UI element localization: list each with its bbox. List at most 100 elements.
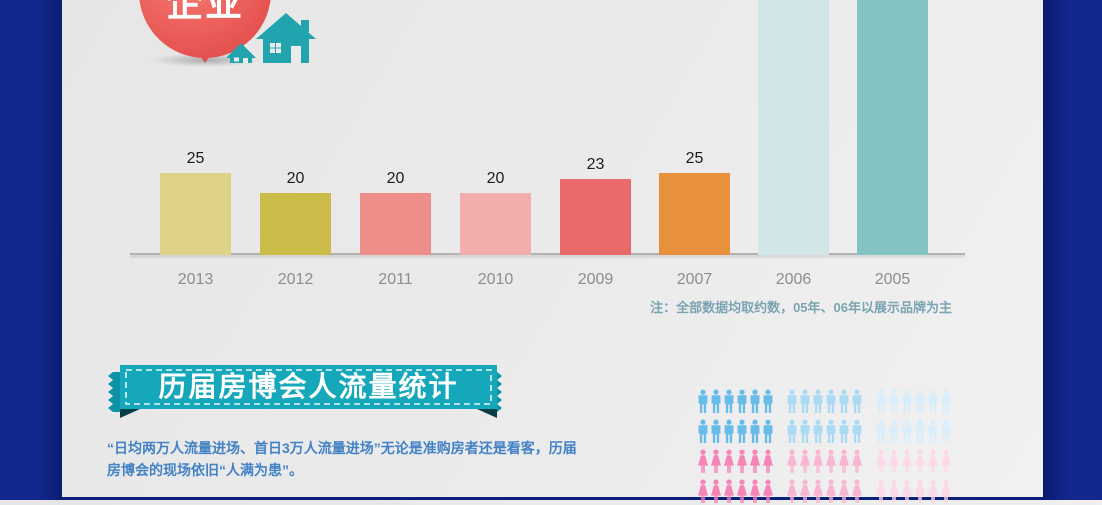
female-icon — [813, 479, 823, 503]
pictogram-group — [875, 388, 952, 415]
section-ribbon — [108, 365, 502, 418]
pictogram-group — [786, 388, 863, 415]
male-icon — [800, 419, 810, 443]
female-icon — [941, 449, 951, 473]
male-icon — [724, 419, 734, 443]
male-icon — [852, 419, 862, 443]
female-icon — [724, 449, 734, 473]
bar-2013 — [160, 173, 231, 255]
male-icon — [698, 389, 708, 413]
female-icon — [750, 449, 760, 473]
pictogram-row — [697, 448, 952, 475]
male-icon — [941, 419, 951, 443]
pictogram-group — [697, 418, 774, 445]
balloon-label: 企业 — [166, 0, 244, 24]
male-icon — [928, 419, 938, 443]
female-icon — [763, 449, 773, 473]
bar-2012 — [260, 193, 331, 255]
male-icon — [737, 419, 747, 443]
left-frame-band — [0, 0, 62, 500]
pictogram-group — [786, 448, 863, 475]
right-frame-band — [1043, 0, 1102, 500]
female-icon — [915, 479, 925, 503]
male-icon — [750, 419, 760, 443]
male-icon — [928, 389, 938, 413]
female-icon — [839, 479, 849, 503]
male-icon — [826, 389, 836, 413]
female-icon — [928, 479, 938, 503]
pictogram-group — [786, 418, 863, 445]
female-icon — [876, 479, 886, 503]
pictogram-group — [786, 478, 863, 505]
bar-value-label: 23 — [586, 156, 605, 173]
female-icon — [876, 449, 886, 473]
male-icon — [941, 389, 951, 413]
female-icon — [750, 479, 760, 503]
bar-year-label: 2009 — [577, 271, 614, 288]
female-icon — [800, 449, 810, 473]
male-icon — [889, 389, 899, 413]
female-icon — [787, 449, 797, 473]
bar-2007 — [659, 173, 730, 255]
female-icon — [711, 479, 721, 503]
houses-icon — [226, 13, 316, 63]
female-icon — [737, 479, 747, 503]
female-icon — [941, 479, 951, 503]
male-icon — [839, 419, 849, 443]
bar-2006 — [758, 0, 829, 255]
female-icon — [902, 479, 912, 503]
bar-value-label: 20 — [386, 170, 405, 187]
female-icon — [763, 479, 773, 503]
female-icon — [787, 479, 797, 503]
female-icon — [915, 449, 925, 473]
female-icon — [711, 449, 721, 473]
bar-2009 — [560, 179, 631, 255]
pictogram-group — [697, 448, 774, 475]
female-icon — [902, 449, 912, 473]
bar-value-label: 25 — [685, 150, 704, 167]
female-icon — [826, 479, 836, 503]
bar-value-label: 20 — [486, 170, 505, 187]
bar-year-label: 2005 — [874, 271, 911, 288]
male-icon — [750, 389, 760, 413]
bar-value-label: 20 — [286, 170, 305, 187]
female-icon — [800, 479, 810, 503]
male-icon — [915, 419, 925, 443]
female-icon — [852, 479, 862, 503]
pictogram-row — [697, 388, 952, 415]
bar-year-label: 2006 — [775, 271, 812, 288]
pictogram-group — [697, 478, 774, 505]
male-icon — [902, 389, 912, 413]
male-icon — [852, 389, 862, 413]
female-icon — [889, 449, 899, 473]
female-icon — [928, 449, 938, 473]
male-icon — [698, 419, 708, 443]
female-icon — [737, 449, 747, 473]
section-body-text: “日均两万人流量进场、首日3万人流量进场”无论是准购房者还是看客，历届房博会的现… — [107, 440, 577, 478]
male-icon — [826, 419, 836, 443]
female-icon — [698, 479, 708, 503]
pictogram-row — [697, 418, 952, 445]
bottom-frame-line — [62, 497, 1043, 500]
pictogram-group — [875, 478, 952, 505]
chart-note: 注：全部数据均取约数，05年、06年以展示品牌为主 — [650, 300, 952, 315]
male-icon — [915, 389, 925, 413]
male-icon — [902, 419, 912, 443]
male-icon — [787, 389, 797, 413]
bar-year-label: 2007 — [676, 271, 713, 288]
female-icon — [852, 449, 862, 473]
male-icon — [724, 389, 734, 413]
male-icon — [763, 389, 773, 413]
male-icon — [813, 389, 823, 413]
female-icon — [889, 479, 899, 503]
bar-value-label: 25 — [186, 150, 205, 167]
bar-2005 — [857, 0, 928, 255]
bar-year-label: 2011 — [378, 271, 413, 288]
male-icon — [889, 419, 899, 443]
pictogram-group — [875, 418, 952, 445]
bar-year-label: 2010 — [477, 271, 514, 288]
female-icon — [813, 449, 823, 473]
bar-2010 — [460, 193, 531, 255]
